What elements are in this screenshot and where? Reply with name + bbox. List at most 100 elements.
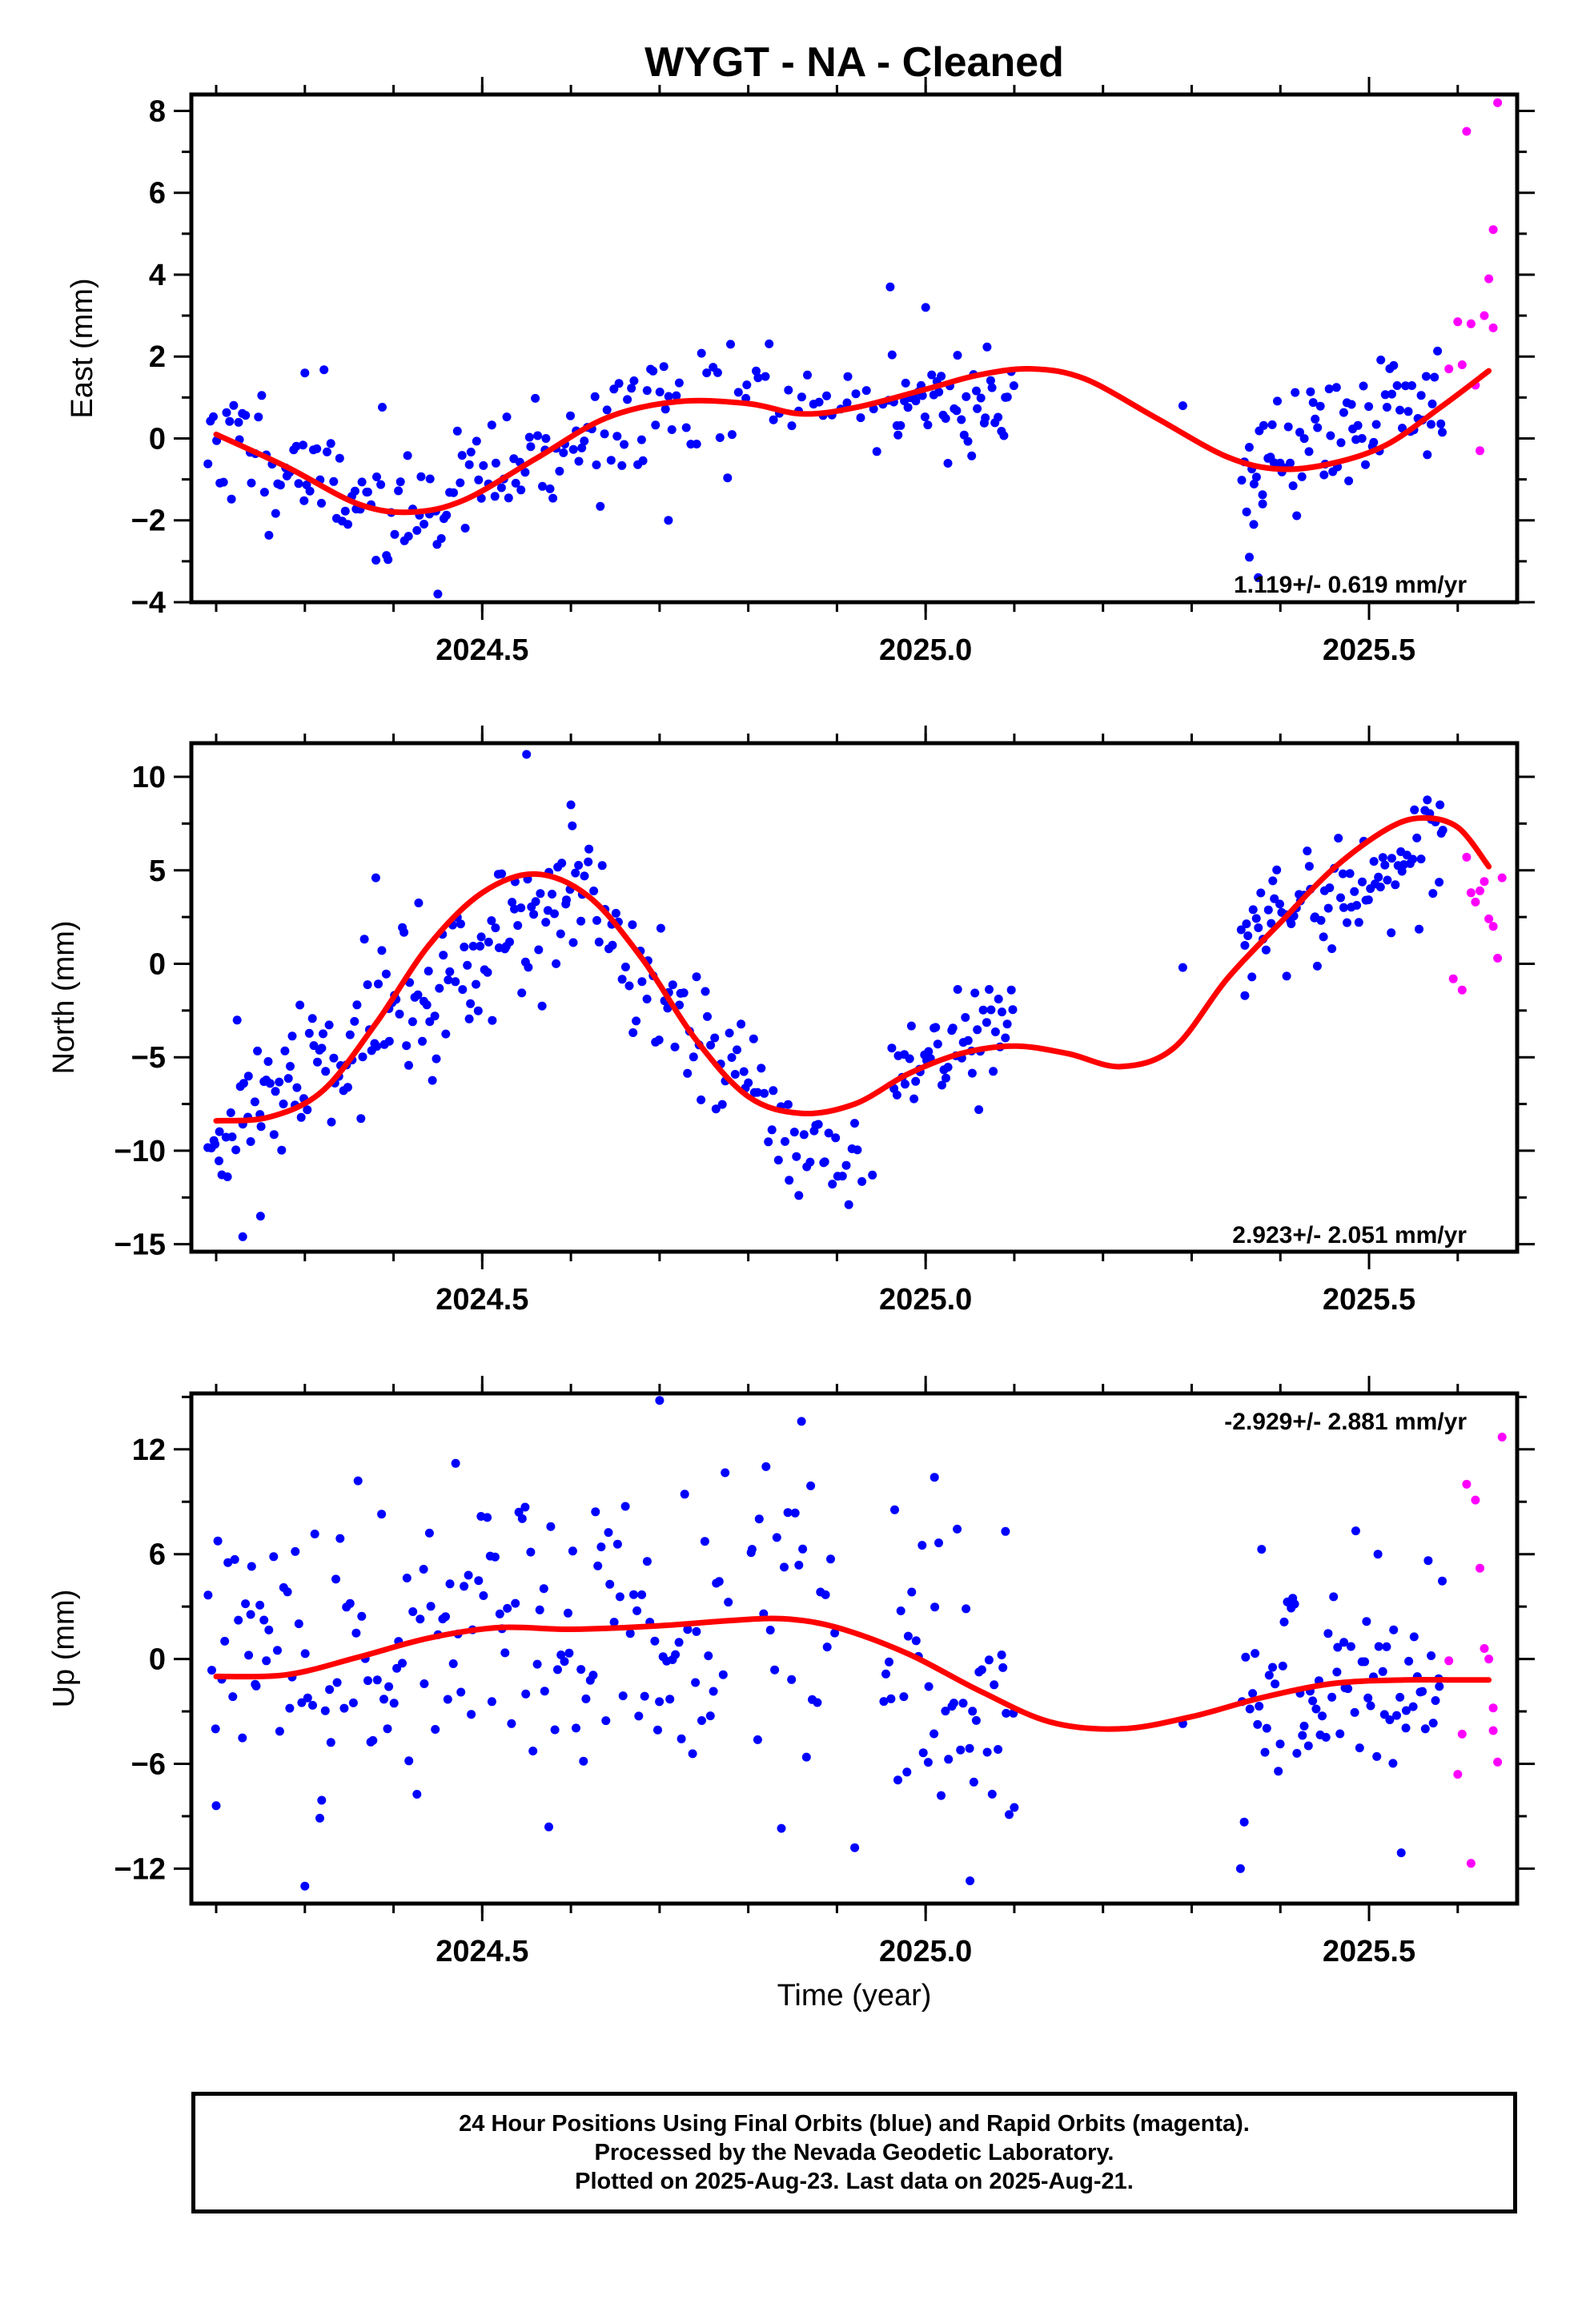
final-orbit-point xyxy=(350,486,359,496)
final-orbit-point xyxy=(414,899,424,907)
final-orbit-point xyxy=(368,1735,378,1745)
final-orbit-point xyxy=(234,1615,243,1625)
final-orbit-point xyxy=(853,1145,862,1155)
final-orbit-point xyxy=(705,1711,715,1721)
caption-line-2: Processed by the Nevada Geodetic Laborat… xyxy=(594,2140,1114,2165)
final-orbit-point xyxy=(543,906,552,915)
x-tick-label: 2025.5 xyxy=(1323,633,1415,667)
final-orbit-point xyxy=(702,368,712,378)
final-orbit-point xyxy=(310,1530,319,1538)
final-orbit-point xyxy=(674,1638,684,1647)
final-orbit-point xyxy=(794,1191,804,1200)
rapid-orbit-point xyxy=(1466,1859,1476,1868)
final-orbit-point xyxy=(1428,1719,1438,1728)
final-orbit-point xyxy=(374,979,383,989)
final-orbit-point xyxy=(265,1079,275,1088)
final-orbit-point xyxy=(1313,423,1323,432)
final-orbit-point xyxy=(1410,805,1419,814)
final-orbit-point xyxy=(1245,553,1254,562)
final-orbit-point xyxy=(1427,420,1435,429)
final-orbit-point xyxy=(244,1651,254,1660)
final-orbit-point xyxy=(903,1631,913,1641)
final-orbit-point xyxy=(253,1046,263,1055)
final-orbit-point xyxy=(1355,1743,1364,1753)
final-orbit-point xyxy=(899,1692,909,1702)
final-orbit-point xyxy=(1254,923,1263,932)
final-orbit-point xyxy=(1318,1711,1327,1721)
final-orbit-point xyxy=(526,442,536,452)
final-orbit-point xyxy=(909,1094,919,1104)
final-orbit-point xyxy=(300,1881,310,1891)
final-orbit-point xyxy=(1389,1625,1399,1634)
final-orbit-point xyxy=(541,918,551,927)
final-orbit-point xyxy=(1245,1704,1255,1714)
final-orbit-point xyxy=(801,1752,811,1762)
final-orbit-point xyxy=(460,524,470,533)
final-orbit-point xyxy=(263,1057,273,1066)
final-orbit-point xyxy=(303,1105,312,1115)
final-orbit-point xyxy=(650,1636,660,1646)
final-orbit-point xyxy=(428,1076,437,1085)
final-orbit-point xyxy=(671,1650,681,1659)
final-orbit-point xyxy=(903,403,913,412)
final-orbit-point xyxy=(1435,800,1445,810)
final-orbit-point xyxy=(1418,1687,1427,1696)
final-orbit-point xyxy=(679,988,689,998)
final-orbit-point xyxy=(1262,1723,1271,1733)
final-orbit-point xyxy=(691,1678,701,1687)
rapid-orbit-point xyxy=(1444,364,1454,374)
final-orbit-point xyxy=(923,420,933,430)
final-orbit-point xyxy=(514,1507,524,1517)
final-orbit-point xyxy=(927,370,937,380)
final-orbit-point xyxy=(228,1692,238,1702)
final-orbit-point xyxy=(1385,1715,1395,1724)
final-orbit-point xyxy=(1339,1638,1349,1647)
final-orbit-point xyxy=(747,1545,757,1554)
final-orbit-point xyxy=(806,1481,816,1490)
final-orbit-point xyxy=(1395,1692,1405,1702)
final-orbit-point xyxy=(592,915,601,925)
final-orbit-point xyxy=(1329,1592,1339,1602)
final-orbit-point xyxy=(416,472,426,481)
final-orbit-point xyxy=(1423,795,1432,805)
rapid-orbit-point xyxy=(1493,1757,1503,1767)
final-orbit-point xyxy=(710,1033,720,1043)
final-orbit-point xyxy=(479,460,488,470)
final-orbit-point xyxy=(968,1707,978,1716)
rapid-orbit-point xyxy=(1484,914,1494,923)
final-orbit-point xyxy=(1374,872,1383,882)
final-orbit-point xyxy=(1387,928,1396,938)
final-orbit-point xyxy=(413,990,423,999)
final-orbit-point xyxy=(642,1557,652,1566)
final-orbit-point xyxy=(556,929,565,939)
final-orbit-point xyxy=(556,1651,566,1659)
final-orbit-point xyxy=(1251,914,1261,923)
final-orbit-point xyxy=(930,1473,939,1482)
final-orbit-point xyxy=(418,1036,427,1046)
y-tick-label: 0 xyxy=(149,422,166,456)
model-curve xyxy=(213,814,1492,1124)
final-orbit-point xyxy=(295,1000,305,1010)
final-orbit-point xyxy=(628,920,637,930)
final-orbit-point xyxy=(792,1152,801,1161)
x-tick-label: 2025.5 xyxy=(1323,1283,1415,1317)
final-orbit-point xyxy=(1286,458,1295,468)
final-orbit-point xyxy=(1308,398,1318,408)
final-orbit-point xyxy=(476,493,486,503)
final-orbit-point xyxy=(944,1755,954,1764)
final-orbit-point xyxy=(1264,1671,1274,1680)
final-orbit-point xyxy=(357,477,367,487)
final-orbit-point xyxy=(627,384,636,393)
final-orbit-point xyxy=(1321,1732,1331,1742)
final-orbit-point xyxy=(300,368,310,378)
final-orbit-point xyxy=(994,995,1003,1003)
final-orbit-point xyxy=(1001,1526,1010,1536)
final-orbit-point xyxy=(348,1698,358,1707)
final-orbit-point xyxy=(824,1128,833,1138)
final-orbit-point xyxy=(1333,1642,1343,1652)
final-orbit-point xyxy=(785,1176,794,1185)
final-orbit-point xyxy=(299,440,307,450)
final-orbit-point xyxy=(487,916,496,926)
final-orbit-point xyxy=(215,1127,224,1136)
final-orbit-point xyxy=(659,362,669,372)
